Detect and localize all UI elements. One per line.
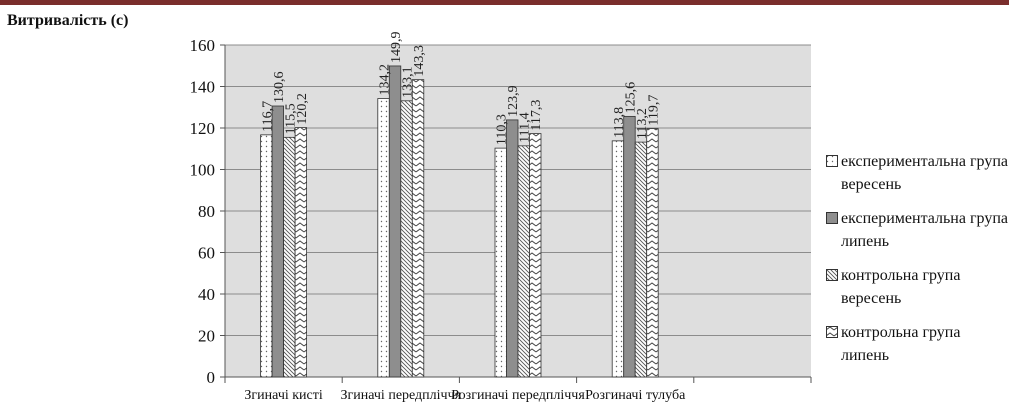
- legend-label: контрольна група липень: [841, 324, 961, 364]
- value-label: 130,6: [272, 72, 287, 104]
- legend-item: експериментальна група вересень: [826, 150, 1009, 196]
- value-label: 120,2: [295, 93, 310, 125]
- value-label: 110,3: [495, 114, 510, 145]
- y-tick-label: 160: [190, 36, 216, 55]
- bar: [411, 79, 425, 378]
- y-axis-title: Витривалість (с): [7, 12, 129, 29]
- bar: [529, 133, 542, 378]
- x-tick-label: Розгиначі передпліччя: [451, 388, 585, 403]
- legend-label: експериментальна група вересень: [841, 153, 1008, 193]
- legend-swatch: [826, 155, 838, 167]
- bar: [388, 65, 402, 378]
- x-axis-ticks: Згиначі кисті Згиначі передпліччяРозгинач…: [224, 377, 812, 403]
- bar: [646, 128, 659, 378]
- x-tick-label: Згиначі передпліччя: [341, 388, 462, 403]
- value-label: 149,9: [389, 31, 404, 63]
- bar: [611, 140, 625, 378]
- legend-item: контрольна група вересень: [826, 264, 1009, 310]
- y-tick-label: 140: [190, 78, 216, 97]
- y-tick-label: 40: [198, 285, 215, 304]
- y-tick-label: 120: [190, 119, 216, 138]
- value-label: 111,4: [518, 112, 533, 142]
- value-label: 113,2: [635, 108, 650, 139]
- x-tick-label: Розгиначі тулуба: [585, 388, 686, 403]
- value-label: 123,9: [506, 85, 521, 117]
- bar: [623, 115, 636, 378]
- bar: [517, 145, 530, 378]
- legend-swatch: [826, 212, 838, 224]
- top-border: [0, 0, 1009, 5]
- legend-item: експериментальна група липень: [826, 207, 1009, 253]
- y-tick-label: 20: [198, 327, 215, 346]
- bars: [260, 65, 659, 378]
- bar: [634, 141, 648, 378]
- value-label: 116,7: [260, 101, 275, 132]
- legend-swatch: [826, 269, 838, 281]
- y-tick-label: 0: [207, 368, 216, 387]
- y-tick-label: 60: [198, 244, 215, 263]
- value-label: 134,2: [378, 64, 393, 96]
- legend: експериментальна група вересень експериме…: [826, 150, 1009, 378]
- y-tick-label: 100: [190, 161, 216, 180]
- bar: [494, 147, 507, 378]
- value-label: 119,7: [646, 95, 661, 126]
- value-label: 143,3: [412, 45, 427, 77]
- legend-label: контрольна група вересень: [841, 267, 961, 307]
- value-label: 117,3: [529, 100, 544, 131]
- legend-item: контрольна група липень: [826, 321, 1009, 367]
- bar: [271, 105, 285, 378]
- value-label: 113,8: [612, 107, 627, 138]
- legend-label: експериментальна група липень: [841, 210, 1008, 250]
- value-label: 115,5: [283, 103, 298, 134]
- bar: [400, 100, 413, 378]
- bar: [377, 98, 390, 378]
- value-label: 133,1: [401, 66, 416, 98]
- bar: [294, 127, 308, 378]
- legend-swatch: [826, 326, 838, 338]
- value-label: 125,6: [623, 82, 638, 114]
- y-tick-label: 80: [198, 202, 215, 221]
- bar: [283, 136, 296, 378]
- y-axis-ticks: 0 20 40 60 80 100 120 140 160: [190, 36, 226, 387]
- bar: [506, 119, 519, 378]
- bar: [260, 134, 273, 378]
- x-tick-label: Згиначі кисті: [244, 388, 322, 403]
